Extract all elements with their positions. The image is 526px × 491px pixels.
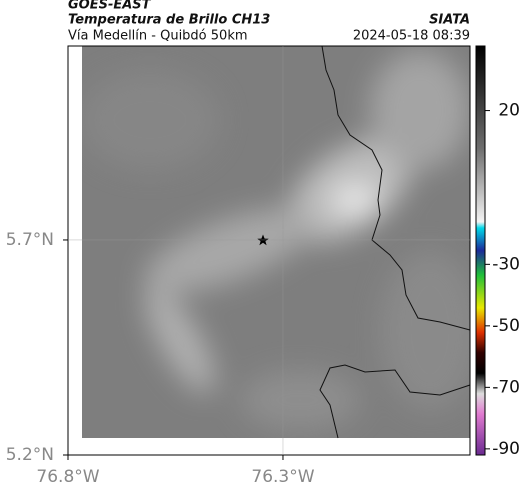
map-frame xyxy=(67,45,471,456)
lat-label: 5.7°N xyxy=(6,230,54,250)
lon-label: 76.8°W xyxy=(36,467,99,487)
colorbar-label: 20 xyxy=(498,101,520,121)
colorbar-label: -70 xyxy=(492,377,520,397)
source: GOES-EAST xyxy=(68,0,152,13)
colorbar xyxy=(475,45,486,456)
lat-label: 5.2°N xyxy=(6,445,54,465)
datetime: 2024-05-18 08:39 xyxy=(353,29,470,44)
colorbar-label: -90 xyxy=(492,439,520,459)
org: SIATA xyxy=(429,13,470,28)
colorbar-label: -50 xyxy=(492,316,520,336)
lon-label: 76.3°W xyxy=(251,467,314,487)
colorbar-label: -30 xyxy=(492,254,520,274)
product: Temperatura de Brillo CH13 xyxy=(68,13,270,28)
coastline xyxy=(319,45,471,439)
region: Vía Medellín - Quibdó 50km xyxy=(68,29,248,44)
satellite-image xyxy=(82,46,470,438)
